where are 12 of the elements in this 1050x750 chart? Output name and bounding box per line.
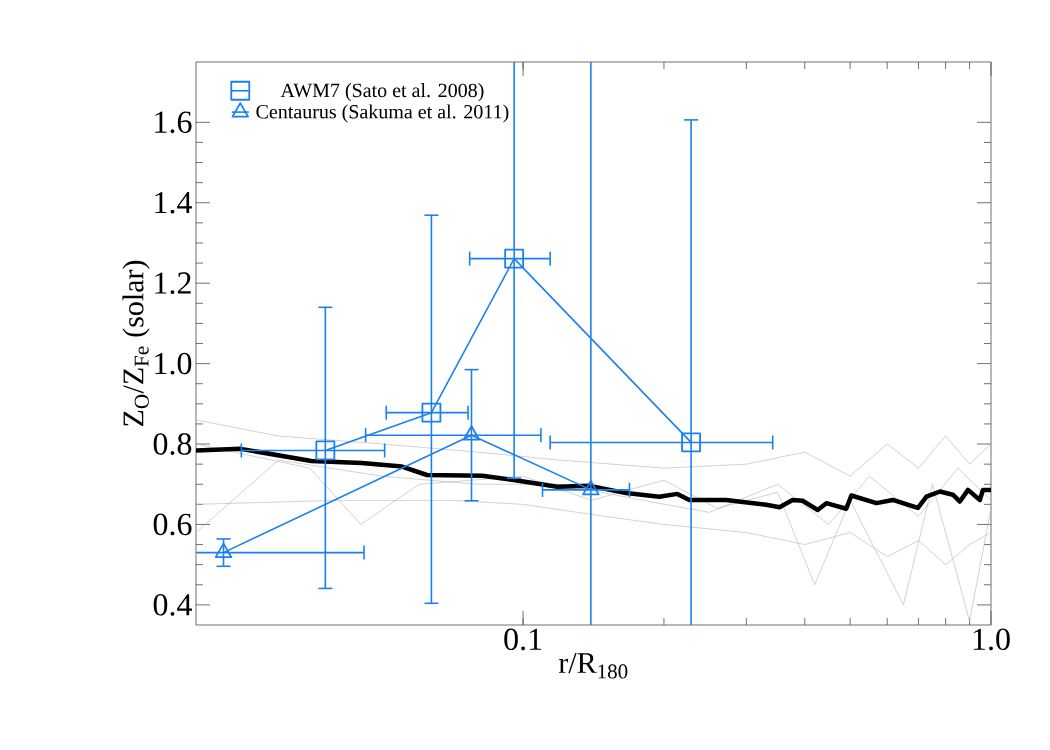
y-tick-label: 0.8 <box>153 433 192 455</box>
y-tick-label: 0.6 <box>153 513 192 536</box>
y-tick-label: 1.4 <box>155 191 192 214</box>
y-tick-label: 0.4 <box>153 594 192 616</box>
y-tick-label: 1.0 <box>155 352 192 375</box>
y-tick-label: 1.6 <box>155 111 192 134</box>
legend-label: AWM7 (Sato et al. 2008) <box>280 83 484 102</box>
x-axis-title: r/R$_{180}$ <box>558 653 628 679</box>
y-tick-label: 1.2 <box>155 272 191 294</box>
x-tick-label: 0.1 <box>504 628 542 651</box>
y-axis-title: Z$_{O}$/Z$_{Fe}$ (solar) <box>122 260 150 427</box>
legend-label: Centaurus (Sakuma et al. 2011) <box>256 104 509 123</box>
